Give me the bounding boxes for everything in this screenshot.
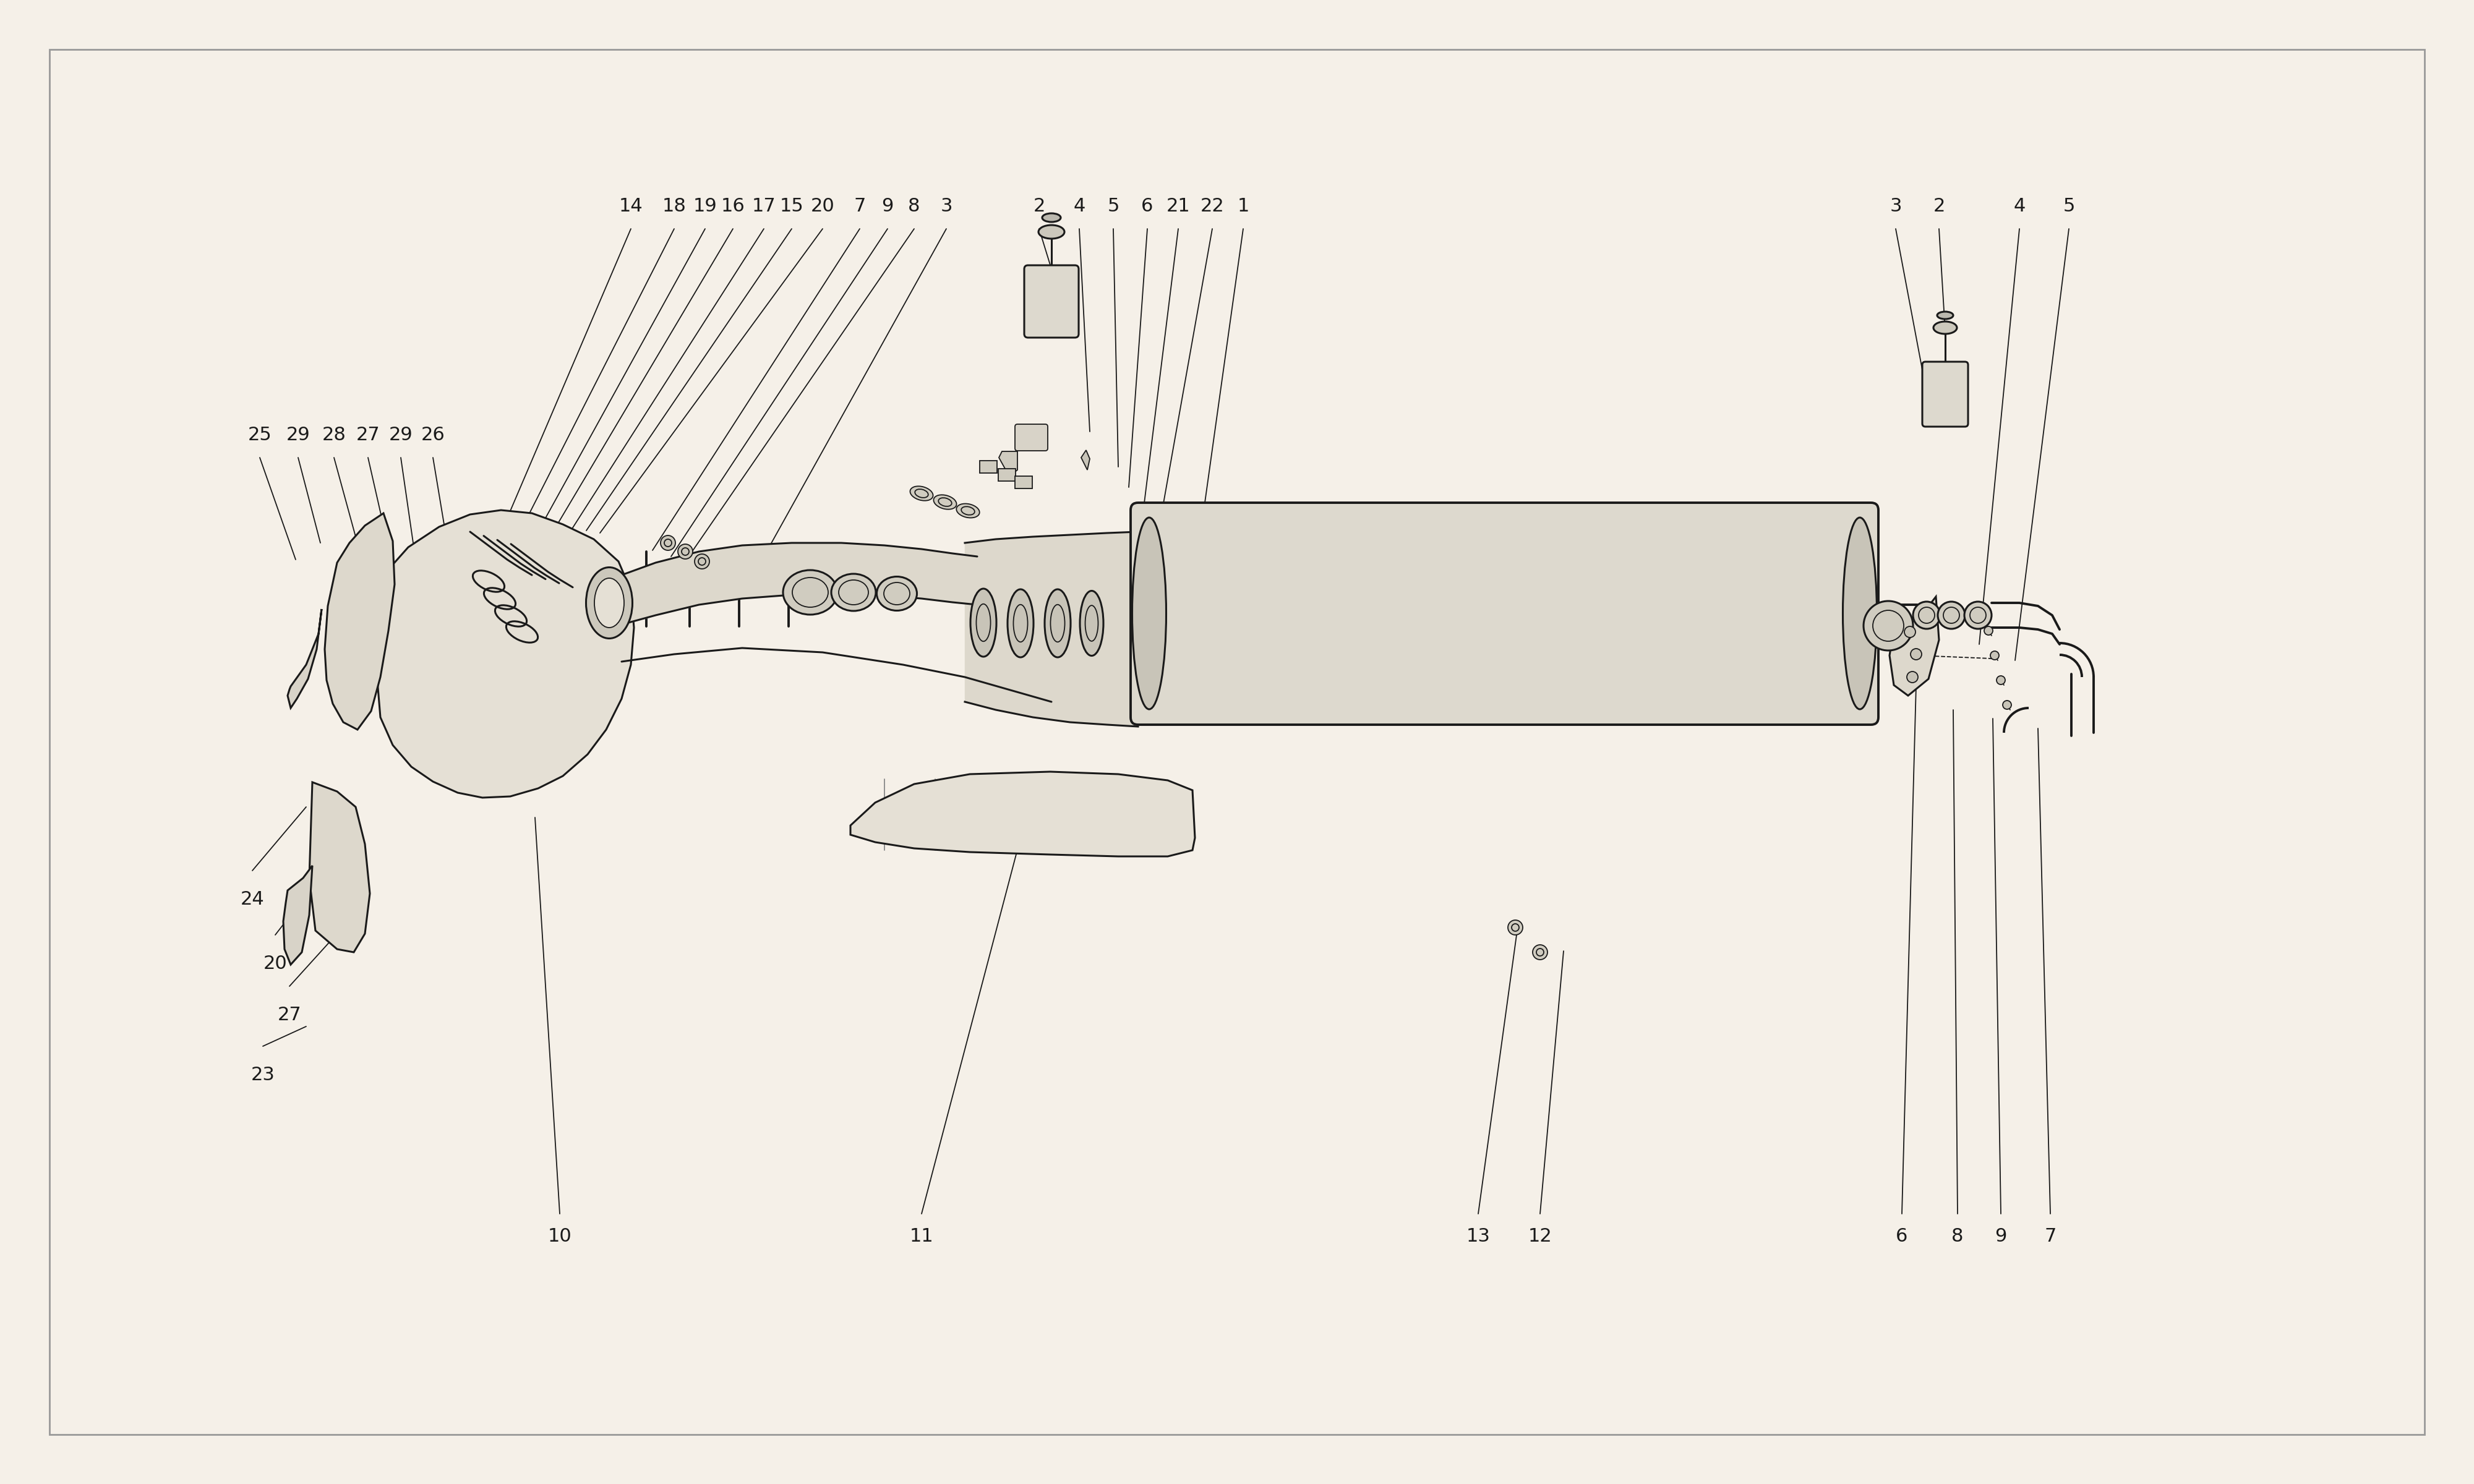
Text: 8: 8: [908, 197, 920, 215]
Circle shape: [1989, 651, 1999, 660]
Ellipse shape: [1133, 518, 1165, 709]
Polygon shape: [309, 782, 371, 953]
Ellipse shape: [782, 570, 836, 614]
Text: 6: 6: [1141, 197, 1153, 215]
Text: 3: 3: [1890, 197, 1903, 215]
FancyBboxPatch shape: [1922, 362, 1969, 427]
Text: 5: 5: [2063, 197, 2076, 215]
FancyBboxPatch shape: [1014, 424, 1049, 451]
Text: 20: 20: [262, 954, 287, 972]
Polygon shape: [376, 510, 633, 798]
Circle shape: [1912, 601, 1940, 629]
Text: 5: 5: [1108, 197, 1118, 215]
Ellipse shape: [910, 487, 933, 500]
Text: 10: 10: [547, 1227, 571, 1245]
Text: 24: 24: [240, 890, 265, 908]
Ellipse shape: [876, 577, 918, 610]
Text: 11: 11: [910, 1227, 933, 1245]
Ellipse shape: [1042, 214, 1061, 223]
Text: 2: 2: [1932, 197, 1945, 215]
Text: 26: 26: [421, 426, 445, 444]
Text: 21: 21: [1165, 197, 1190, 215]
Ellipse shape: [831, 574, 876, 611]
Text: 29: 29: [287, 426, 309, 444]
Ellipse shape: [1007, 589, 1034, 657]
Text: 7: 7: [854, 197, 866, 215]
Polygon shape: [1890, 597, 1940, 696]
Text: 9: 9: [1994, 1227, 2006, 1245]
Text: 7: 7: [2044, 1227, 2056, 1245]
Circle shape: [1534, 945, 1549, 960]
Bar: [1014, 476, 1032, 488]
Polygon shape: [282, 865, 312, 965]
Text: 3: 3: [940, 197, 952, 215]
Circle shape: [1964, 601, 1992, 629]
Text: 25: 25: [247, 426, 272, 444]
Polygon shape: [851, 772, 1195, 856]
Circle shape: [1905, 626, 1915, 638]
Circle shape: [695, 554, 710, 568]
Ellipse shape: [1079, 591, 1103, 656]
Text: 23: 23: [250, 1066, 275, 1083]
Ellipse shape: [1863, 601, 1912, 650]
Ellipse shape: [1937, 312, 1954, 319]
Circle shape: [1937, 601, 1964, 629]
Bar: [980, 460, 997, 473]
Text: 2: 2: [1034, 197, 1044, 215]
Text: 14: 14: [618, 197, 643, 215]
Ellipse shape: [586, 567, 633, 638]
Text: 12: 12: [1529, 1227, 1551, 1245]
Ellipse shape: [594, 579, 623, 628]
Circle shape: [678, 545, 693, 559]
Text: 20: 20: [811, 197, 834, 215]
Circle shape: [1907, 671, 1917, 683]
Polygon shape: [999, 451, 1017, 475]
Text: 19: 19: [693, 197, 717, 215]
Ellipse shape: [1039, 226, 1064, 239]
Text: 6: 6: [1895, 1227, 1907, 1245]
Ellipse shape: [1044, 589, 1071, 657]
Ellipse shape: [957, 503, 980, 518]
FancyBboxPatch shape: [1131, 503, 1878, 724]
Circle shape: [2004, 700, 2011, 709]
Text: 9: 9: [881, 197, 893, 215]
Text: 22: 22: [1200, 197, 1225, 215]
Text: 1: 1: [1237, 197, 1249, 215]
Circle shape: [1984, 626, 1994, 635]
Polygon shape: [324, 513, 396, 730]
Circle shape: [1910, 649, 1922, 660]
Text: 4: 4: [2014, 197, 2026, 215]
Text: 15: 15: [779, 197, 804, 215]
Ellipse shape: [1843, 518, 1878, 709]
Text: 27: 27: [277, 1006, 302, 1024]
Text: 4: 4: [1074, 197, 1086, 215]
Ellipse shape: [1935, 322, 1957, 334]
Text: 28: 28: [322, 426, 346, 444]
Circle shape: [661, 536, 675, 551]
Polygon shape: [287, 608, 322, 708]
Ellipse shape: [933, 494, 957, 509]
Bar: [999, 469, 1017, 481]
Ellipse shape: [970, 589, 997, 656]
Text: 13: 13: [1467, 1227, 1489, 1245]
FancyBboxPatch shape: [1024, 266, 1079, 337]
Text: 16: 16: [720, 197, 745, 215]
Text: 18: 18: [663, 197, 685, 215]
Circle shape: [1509, 920, 1524, 935]
Text: 8: 8: [1952, 1227, 1964, 1245]
Text: 29: 29: [388, 426, 413, 444]
Circle shape: [1997, 675, 2004, 684]
Text: 17: 17: [752, 197, 777, 215]
Text: 27: 27: [356, 426, 381, 444]
Polygon shape: [1081, 450, 1089, 470]
